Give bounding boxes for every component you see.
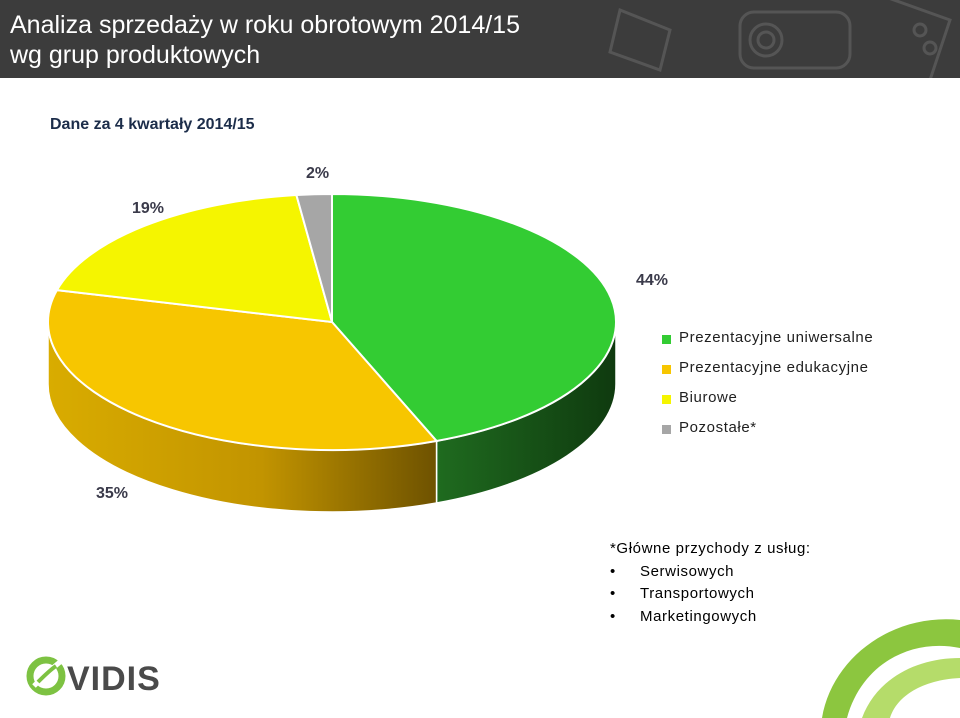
list-item: • Marketingowych [610, 606, 811, 629]
legend-swatch [662, 365, 671, 374]
pie-slice [295, 192, 333, 323]
bullet: • [610, 585, 616, 602]
pie-slice [55, 193, 334, 324]
services-list: • Serwisowych • Transportowych • Marketingo… [610, 561, 811, 629]
slice-data-label: 19% [132, 200, 164, 217]
pie-slice [47, 289, 439, 451]
vidis-logo-icon [26, 656, 66, 696]
legend-swatch [662, 425, 671, 434]
logo-text: VIDIS [67, 660, 161, 698]
chart-subtitle: Dane za 4 kwartały 2014/15 [50, 116, 255, 133]
corner-swoosh-icon [822, 619, 960, 718]
services-note-title: *Główne przychody z usług: [610, 540, 811, 557]
list-item: • Transportowych [610, 583, 811, 606]
list-item-label: Transportowych [640, 585, 755, 602]
header-bar: Analiza sprzedaży w roku obrotowym 2014/… [0, 0, 960, 78]
bullet: • [610, 607, 616, 625]
list-item: • Serwisowych [610, 561, 811, 584]
list-item-label: Serwisowych [640, 562, 735, 580]
bullet: • [610, 562, 616, 580]
header-decoration-icon [608, 0, 952, 78]
legend-swatch [662, 335, 671, 344]
legend-label: Prezentacyjne uniwersalne [679, 329, 874, 346]
legend-label: Pozostałe* [679, 419, 757, 436]
slice-data-label: 2% [306, 165, 329, 182]
pie-slice [331, 192, 617, 443]
services-note: *Główne przychody z usług: • Serwisowych … [610, 538, 811, 628]
page-title-line-2: wg grup produktowych [10, 41, 261, 69]
pie-chart: 44% 35% 19% 2% [47, 165, 668, 513]
slice-data-label: 44% [636, 272, 668, 289]
list-item-label: Marketingowych [640, 607, 757, 625]
page-title-line-1: Analiza sprzedaży w roku obrotowym 2014/… [10, 11, 520, 39]
legend-label: Biurowe [679, 389, 738, 406]
legend-swatch [662, 395, 671, 404]
legend-label: Prezentacyjne edukacyjne [679, 359, 869, 376]
page-title: Analiza sprzedaży w roku obrotowym 2014/… [10, 10, 520, 70]
slice-data-label: 35% [96, 485, 128, 502]
